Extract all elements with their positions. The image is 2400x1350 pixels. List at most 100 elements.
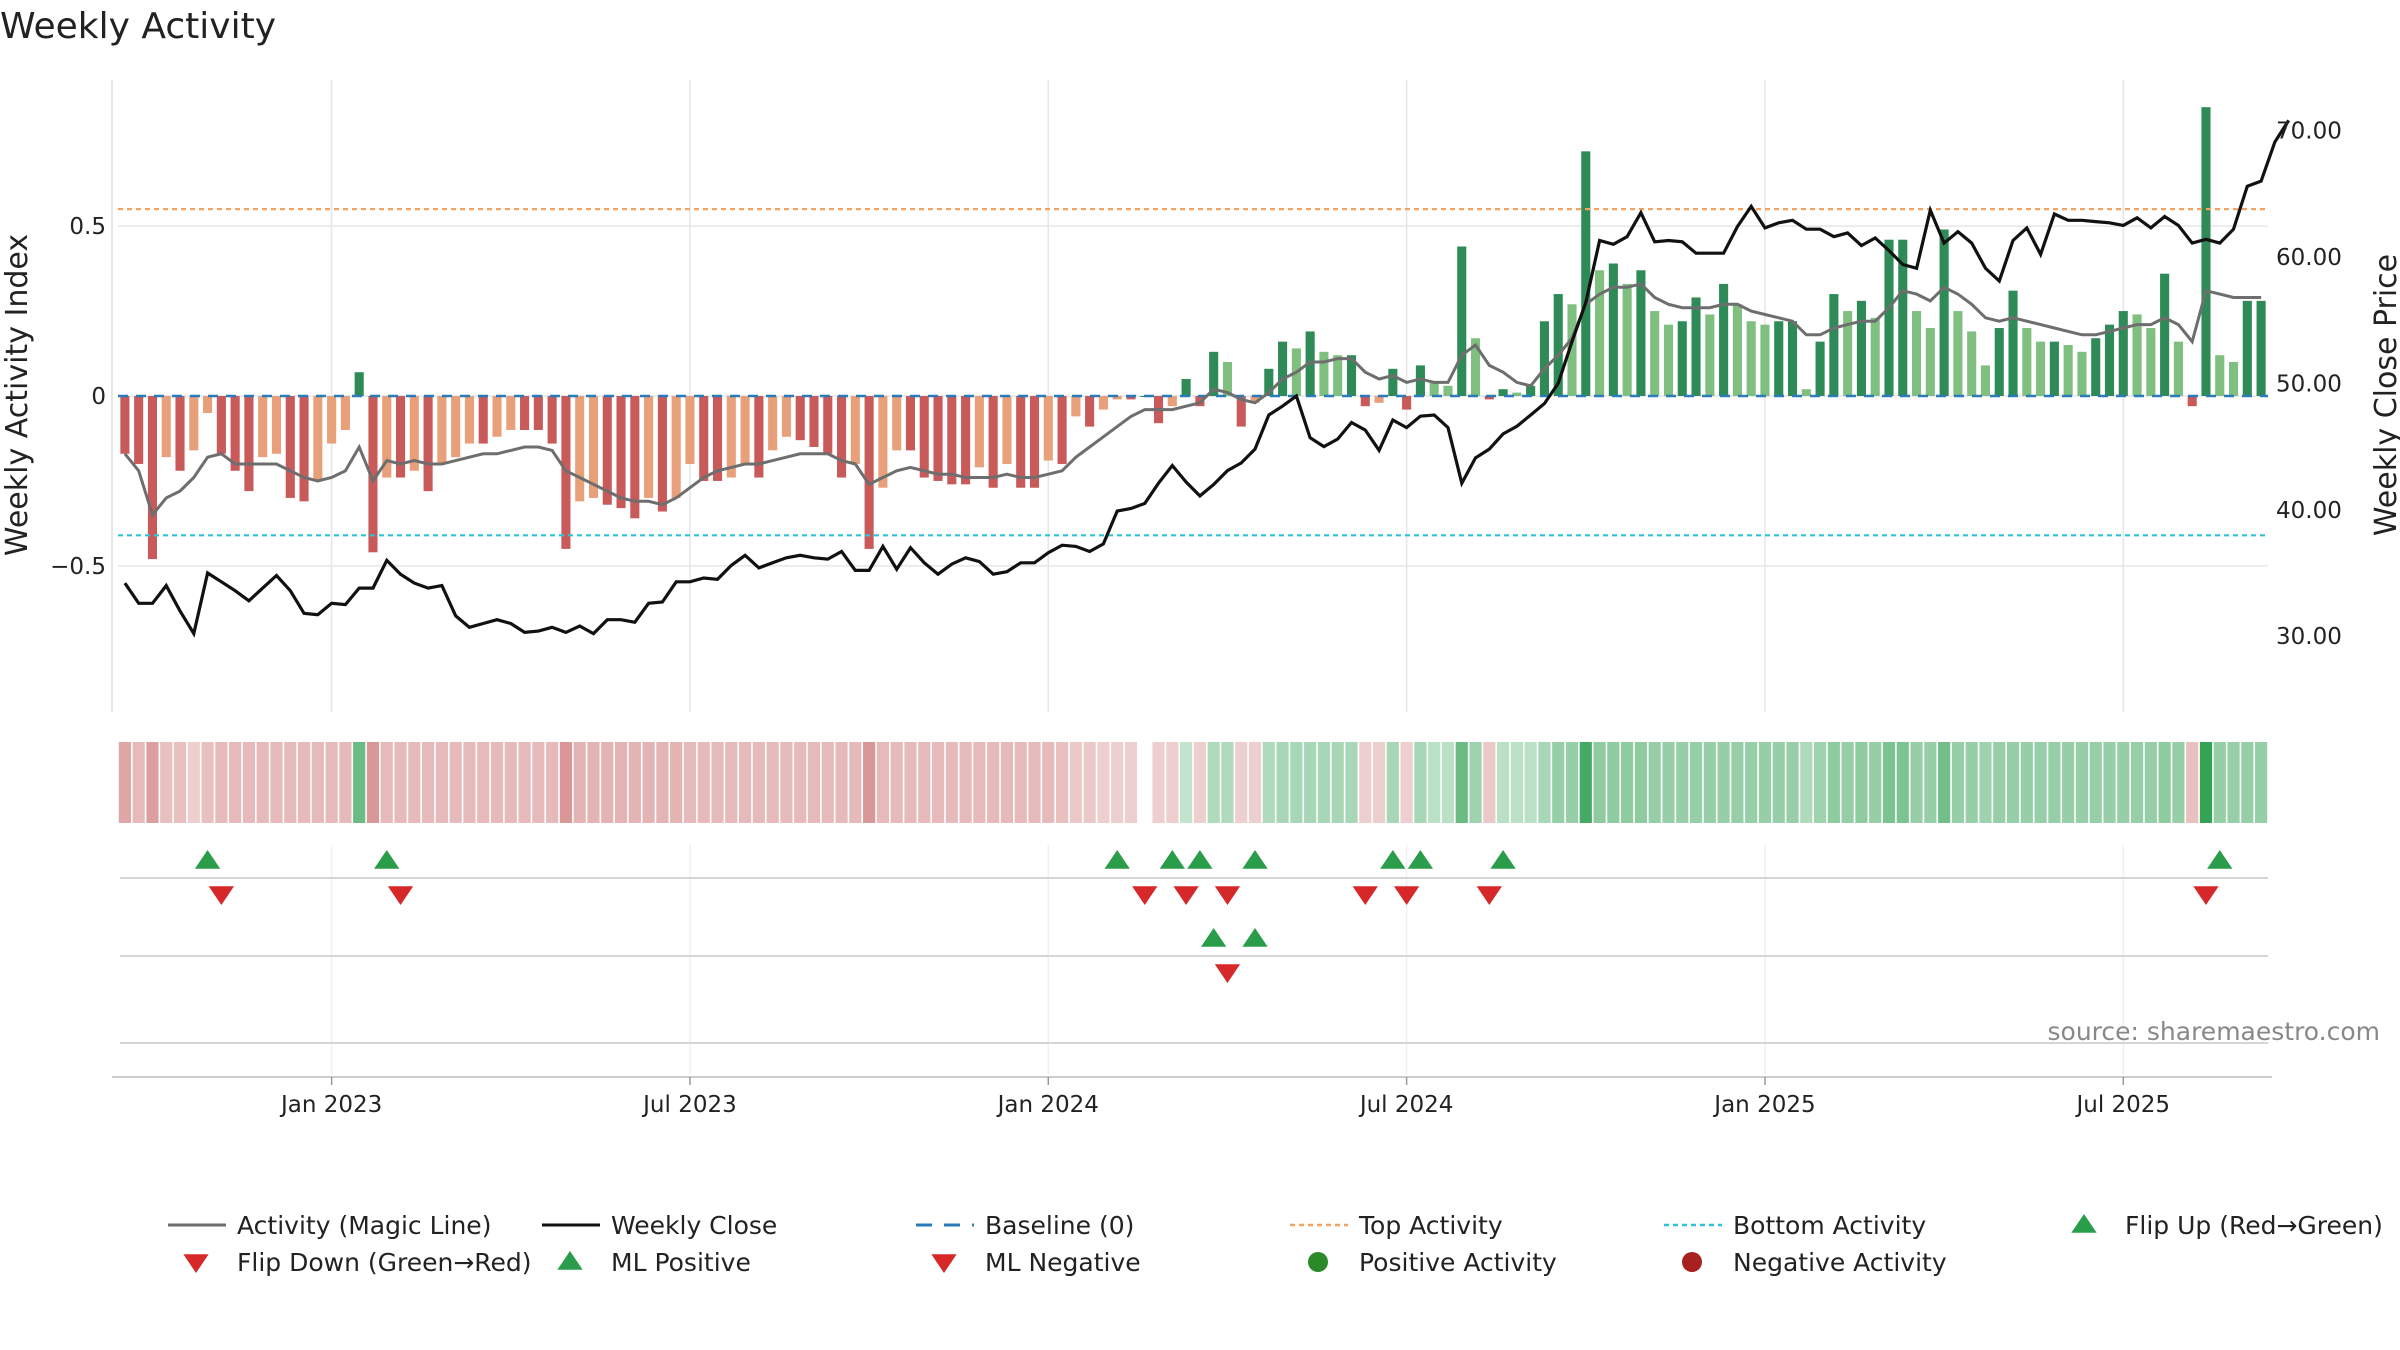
activity-bar <box>1967 331 1977 396</box>
strip-cell <box>1565 742 1579 823</box>
strip-cell <box>807 742 821 823</box>
activity-bar <box>1774 321 1784 396</box>
flip-down-marker <box>1352 886 1378 905</box>
strip-cell <box>1207 742 1220 823</box>
weekly-close-series <box>123 119 2291 638</box>
flip-down-marker <box>1132 886 1158 905</box>
activity-bar <box>1760 324 1770 396</box>
activity-bar <box>533 396 543 430</box>
strip-cell <box>973 742 986 823</box>
activity-bar <box>795 396 805 441</box>
strip-cell <box>2186 742 2199 823</box>
activity-bar <box>1787 321 1798 396</box>
activity-bar <box>685 396 695 464</box>
strip-cell <box>1593 742 1606 823</box>
strip-cell <box>229 742 242 823</box>
activity-bar <box>1581 151 1591 396</box>
activity-bar <box>1636 270 1646 396</box>
activity-bar <box>657 396 667 512</box>
magic-line-series <box>123 282 2262 519</box>
activity-bar <box>134 396 144 464</box>
strip-cell <box>2172 742 2185 823</box>
activity-bar <box>1443 385 1453 396</box>
activity-bar <box>2256 300 2266 396</box>
activity-bar <box>1912 311 1922 396</box>
legend-label: Top Activity <box>1358 1211 1503 1240</box>
strip-cell <box>1552 742 1565 823</box>
activity-bar <box>464 396 474 444</box>
strip-cell <box>931 742 945 823</box>
activity-bar <box>754 396 764 478</box>
strip-cell <box>601 742 614 823</box>
activity-bar <box>1222 362 1233 396</box>
strip-cell <box>711 742 724 823</box>
flip-up-marker <box>2207 850 2233 869</box>
left-tick-label: −0.5 <box>50 554 106 580</box>
activity-bar <box>947 396 957 485</box>
flip-up-marker <box>1380 850 1406 869</box>
activity-bars <box>120 107 2266 560</box>
left-tick-label: 0 <box>91 384 106 410</box>
activity-bar <box>1526 385 1536 396</box>
strip-cell <box>256 742 269 823</box>
flip-up-marker <box>1159 850 1185 869</box>
activity-bar <box>2215 355 2225 396</box>
strip-cell <box>821 742 834 823</box>
right-tick-label: 70.00 <box>2276 119 2342 145</box>
strip-cell <box>1841 742 1854 823</box>
strip-cell <box>670 742 683 823</box>
activity-bar <box>1498 389 1508 396</box>
activity-bar <box>2091 338 2101 396</box>
legend-swatch <box>931 1254 957 1273</box>
strip-cell <box>1510 742 1523 823</box>
strip-cell <box>2048 742 2061 823</box>
activity-heat-strip <box>118 742 2268 823</box>
activity-bar <box>409 396 419 471</box>
strip-cell <box>876 742 889 823</box>
ml-positive-marker <box>1201 928 1227 947</box>
strip-cell <box>477 742 490 823</box>
activity-bar <box>437 396 447 464</box>
strip-cell <box>959 742 972 823</box>
y-axis-label-left: Weekly Activity Index <box>0 234 35 556</box>
strip-cell <box>1372 742 1386 823</box>
strip-cell <box>1124 742 1138 823</box>
activity-bar <box>2049 341 2059 396</box>
activity-bar <box>1732 304 1742 396</box>
activity-bar <box>216 396 226 454</box>
activity-bar <box>2242 300 2252 396</box>
activity-bar <box>1457 246 1467 396</box>
activity-bar <box>1567 304 1577 396</box>
strip-cell <box>449 742 462 823</box>
strip-cell <box>614 742 628 823</box>
activity-bar <box>451 396 461 458</box>
activity-bar <box>1043 396 1053 461</box>
strip-cell <box>463 742 476 823</box>
legend-label: Flip Down (Green→Red) <box>237 1248 532 1277</box>
strip-cell <box>2020 742 2033 823</box>
flip-down-marker <box>387 886 414 905</box>
legend-item: Activity (Magic Line) <box>168 1211 491 1240</box>
strip-cell <box>1965 742 1978 823</box>
flip-down-marker <box>2193 886 2219 905</box>
activity-bar <box>313 396 323 481</box>
legend-label: Positive Activity <box>1359 1248 1557 1277</box>
strip-cell <box>380 742 393 823</box>
activity-bar <box>423 396 433 492</box>
activity-bar <box>203 396 213 413</box>
strip-cell <box>1331 742 1344 823</box>
x-axis-ticks: Jan 2023 Jul 2023 Jan 2024 Jul 2024 Jan 2025… <box>279 1077 2170 1118</box>
activity-bar <box>699 396 709 481</box>
activity-bar <box>1553 294 1563 396</box>
strip-cell <box>173 742 187 823</box>
activity-bar <box>768 396 778 451</box>
strip-cell <box>697 742 710 823</box>
strip-cell <box>394 742 407 823</box>
activity-bar <box>878 396 888 488</box>
strip-cell <box>1758 742 1772 823</box>
activity-bar <box>230 396 240 471</box>
strip-cell <box>1813 742 1827 823</box>
strip-cell <box>1345 742 1358 823</box>
activity-bar <box>2118 311 2128 396</box>
strip-cell <box>201 742 214 823</box>
